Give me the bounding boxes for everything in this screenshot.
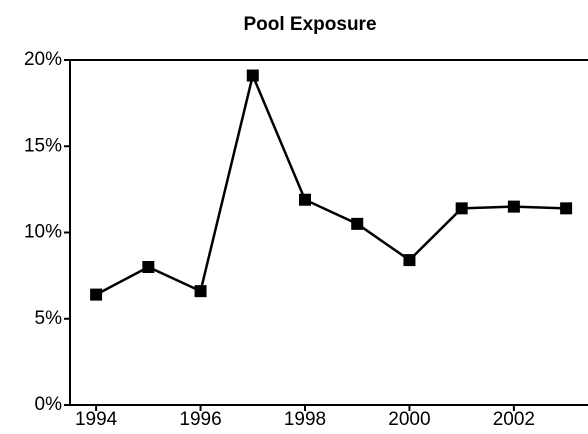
line [95, 71, 567, 296]
x-tick-label: 1996 [179, 409, 221, 430]
chart-title: Pool Exposure [243, 14, 376, 35]
x-tick-label: 2000 [388, 409, 430, 430]
marker [455, 202, 468, 215]
marker [507, 200, 520, 213]
marker [90, 288, 103, 301]
marker [194, 285, 207, 298]
marker [560, 202, 573, 215]
marker [299, 193, 311, 206]
y-tick-label: 10% [24, 222, 62, 243]
marker [142, 261, 155, 273]
marker [246, 69, 259, 82]
y-tick-label: 5% [35, 308, 63, 329]
x-tick-label: 1994 [75, 409, 118, 430]
x-tick-label: 1998 [284, 409, 326, 430]
x-tick-label: 2002 [493, 409, 535, 430]
y-tick-label: 0% [35, 394, 63, 415]
plot-frame [69, 59, 588, 406]
marker [403, 254, 416, 267]
y-tick-label: 20% [24, 49, 62, 70]
marker [351, 217, 364, 230]
y-tick-label: 15% [24, 135, 62, 156]
